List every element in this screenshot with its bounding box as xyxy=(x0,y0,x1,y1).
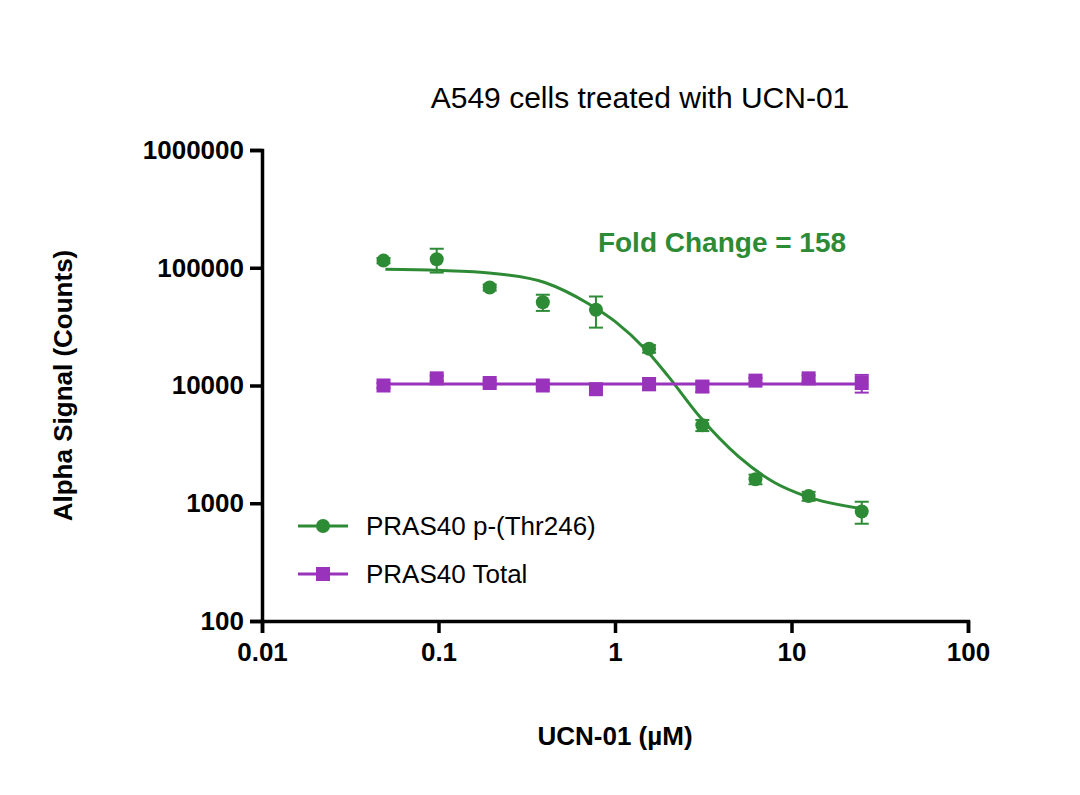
fit-line xyxy=(385,269,861,508)
legend-label: PRAS40 p-(Thr246) xyxy=(366,511,596,541)
point xyxy=(377,379,391,393)
point xyxy=(855,376,869,390)
x-tick-label: 10 xyxy=(778,637,807,667)
x-tick-mark xyxy=(790,621,794,633)
error-bar-cap xyxy=(855,501,869,503)
point xyxy=(536,295,550,309)
x-tick: 1 xyxy=(608,621,622,667)
x-tick-label: 1 xyxy=(608,637,622,667)
y-tick-label: 1000000 xyxy=(143,135,244,165)
y-tick-mark xyxy=(250,149,262,153)
error-bar-cap xyxy=(589,295,603,297)
error-bar xyxy=(430,249,444,273)
point xyxy=(430,371,444,385)
x-tick: 0.1 xyxy=(421,621,457,667)
y-tick-label: 100 xyxy=(201,606,244,636)
plot-area xyxy=(377,249,869,524)
point xyxy=(695,380,709,394)
point xyxy=(536,379,550,393)
legend-marker xyxy=(316,519,330,533)
y-axis-line xyxy=(250,151,263,622)
y-tick-mark xyxy=(250,620,262,624)
x-tick: 10 xyxy=(778,621,807,667)
error-bar xyxy=(589,296,603,327)
x-tick-mark xyxy=(967,621,971,633)
y-axis: 100 1000 10000 100000 1000000 xyxy=(143,135,263,636)
x-axis-title: UCN-01 (µM) xyxy=(537,721,692,751)
legend: PRAS40 p-(Thr246) PRAS40 Total xyxy=(298,511,596,589)
x-tick-label: 0.01 xyxy=(237,637,288,667)
x-tick: 0.01 xyxy=(237,621,288,667)
y-tick: 100 xyxy=(201,606,262,636)
x-tick-mark xyxy=(437,621,441,633)
y-tick-label: 100000 xyxy=(157,253,244,283)
point xyxy=(802,371,816,385)
point xyxy=(748,374,762,388)
point xyxy=(642,377,656,391)
legend-entry: PRAS40 p-(Thr246) xyxy=(298,511,596,541)
error-bar xyxy=(536,295,550,311)
error-bar-cap xyxy=(430,248,444,250)
point xyxy=(377,254,391,268)
point xyxy=(642,342,656,356)
series xyxy=(377,249,869,524)
point xyxy=(802,489,816,503)
legend-label: PRAS40 Total xyxy=(366,559,527,589)
point xyxy=(748,472,762,486)
legend-marker xyxy=(316,567,330,581)
y-tick-label: 1000 xyxy=(186,488,244,518)
y-tick: 1000000 xyxy=(143,135,262,165)
error-bar xyxy=(855,502,869,524)
y-tick: 100000 xyxy=(157,253,262,283)
y-tick-label: 10000 xyxy=(172,370,244,400)
point xyxy=(589,382,603,396)
error-bar xyxy=(855,375,869,393)
y-tick-mark xyxy=(250,384,262,388)
point xyxy=(855,505,869,519)
error-bar-cap xyxy=(855,374,869,376)
point xyxy=(430,252,444,266)
y-tick: 10000 xyxy=(172,370,262,400)
error-bar-cap xyxy=(430,272,444,274)
x-tick-mark xyxy=(614,621,618,633)
x-tick: 100 xyxy=(947,621,990,667)
point xyxy=(483,376,497,390)
legend-entry: PRAS40 Total xyxy=(298,559,527,589)
x-tick-label: 0.1 xyxy=(421,637,457,667)
annotation: Fold Change = 158 xyxy=(598,227,846,258)
chart: A549 cells treated with UCN-01 0.01 0.1 1 10… xyxy=(0,0,1080,795)
title: A549 cells treated with UCN-01 xyxy=(431,81,850,114)
y-tick-mark xyxy=(250,502,262,506)
point xyxy=(483,280,497,294)
point xyxy=(695,418,709,432)
x-axis-line xyxy=(263,622,969,634)
point xyxy=(589,303,603,317)
x-axis: 0.01 0.1 1 10 100 xyxy=(237,621,990,667)
error-bar-cap xyxy=(589,327,603,329)
fit-line xyxy=(385,382,861,385)
series xyxy=(377,371,869,396)
y-axis-title: Alpha Signal (Counts) xyxy=(48,250,78,522)
error-bar-cap xyxy=(855,392,869,394)
y-tick-mark xyxy=(250,267,262,271)
error-bar-cap xyxy=(536,310,550,312)
y-tick: 1000 xyxy=(186,488,262,518)
x-tick-label: 100 xyxy=(947,637,990,667)
error-bar-cap xyxy=(855,523,869,525)
